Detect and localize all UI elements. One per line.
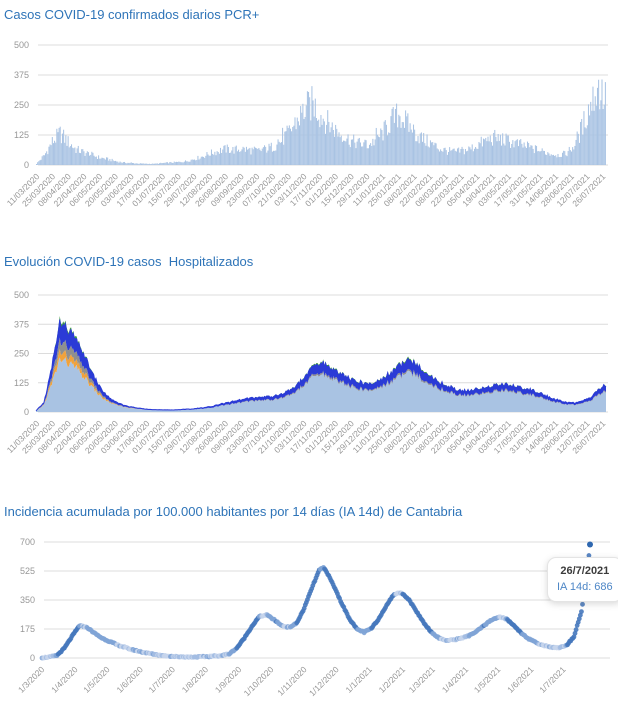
svg-text:1/6/2020: 1/6/2020 [114, 664, 145, 695]
incidence-section: Incidencia acumulada por 100.000 habitan… [0, 503, 618, 717]
incidence-tooltip: 26/7/2021 IA 14d: 686 [547, 557, 618, 602]
svg-text:1/6/2021: 1/6/2021 [505, 664, 536, 695]
light-blue-layer [36, 357, 606, 412]
svg-text:1/5/2021: 1/5/2021 [472, 664, 503, 695]
svg-text:1/10/2020: 1/10/2020 [242, 664, 276, 698]
svg-text:1/12/2020: 1/12/2020 [307, 664, 341, 698]
svg-text:500: 500 [14, 40, 29, 50]
svg-text:1/2/2021: 1/2/2021 [377, 664, 408, 695]
hospitalized-section: Evolución COVID-19 casos Hospitalizados … [0, 253, 618, 471]
svg-text:1/4/2020: 1/4/2020 [49, 664, 80, 695]
svg-text:1/1/2021: 1/1/2021 [343, 664, 374, 695]
incidence-title: Incidencia acumulada por 100.000 habitan… [4, 504, 463, 519]
blue-layer-edge [35, 319, 607, 412]
svg-text:0: 0 [30, 653, 35, 663]
daily-cases-section: Casos COVID-19 confirmados diarios PCR+ … [0, 6, 618, 230]
daily-case-bars [36, 79, 606, 165]
svg-text:525: 525 [20, 566, 35, 576]
tooltip-value: IA 14d: 686 [557, 581, 613, 593]
svg-text:175: 175 [20, 624, 35, 634]
svg-text:1/8/2020: 1/8/2020 [180, 664, 211, 695]
svg-text:1/7/2020: 1/7/2020 [147, 664, 178, 695]
svg-text:350: 350 [20, 595, 35, 605]
hospitalized-title: Evolución COVID-19 casos Hospitalizados [4, 254, 254, 269]
svg-text:0: 0 [24, 407, 29, 417]
blue-layer [36, 319, 606, 412]
svg-text:500: 500 [14, 290, 29, 300]
svg-text:1/3/2021: 1/3/2021 [407, 664, 438, 695]
svg-text:1/3/2020: 1/3/2020 [16, 664, 47, 695]
tooltip-date: 26/7/2021 [560, 565, 610, 577]
svg-text:250: 250 [14, 349, 29, 359]
daily-cases-bar-chart[interactable]: 012525037550011/03/202025/03/202008/04/2… [0, 24, 618, 230]
svg-text:1/4/2021: 1/4/2021 [440, 664, 471, 695]
hospitalized-area-chart[interactable]: 012525037550011/03/202025/03/202008/04/2… [0, 271, 618, 471]
svg-text:0: 0 [24, 160, 29, 170]
svg-text:1/9/2020: 1/9/2020 [213, 664, 244, 695]
incidence-dots [39, 541, 593, 661]
svg-text:125: 125 [14, 130, 29, 140]
svg-text:1/11/2020: 1/11/2020 [275, 664, 309, 698]
daily-cases-title: Casos COVID-19 confirmados diarios PCR+ [4, 7, 260, 22]
svg-text:375: 375 [14, 70, 29, 80]
svg-text:700: 700 [20, 537, 35, 547]
svg-text:1/5/2020: 1/5/2020 [81, 664, 112, 695]
svg-text:125: 125 [14, 378, 29, 388]
svg-text:1/7/2021: 1/7/2021 [537, 664, 568, 695]
covid-dashboard: Casos COVID-19 confirmados diarios PCR+ … [0, 6, 618, 717]
svg-text:250: 250 [14, 100, 29, 110]
svg-text:375: 375 [14, 319, 29, 329]
